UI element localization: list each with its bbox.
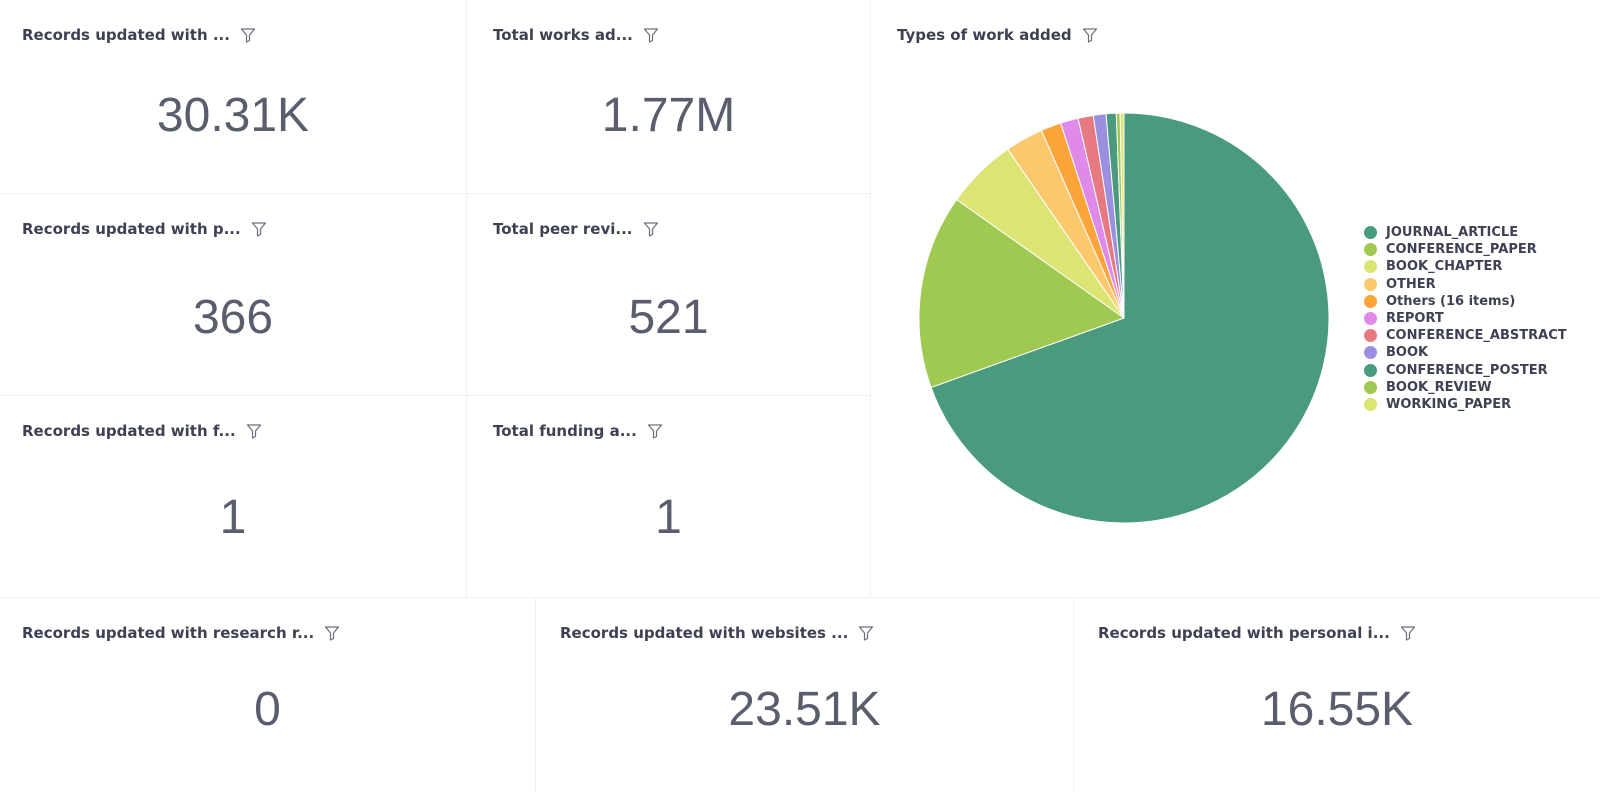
filter-icon[interactable] <box>246 423 262 439</box>
filter-icon[interactable] <box>643 221 659 237</box>
kpi-card-total-peer-reviews: Total peer revi... 521 <box>467 194 870 395</box>
legend-label: JOURNAL_ARTICLE <box>1386 225 1519 241</box>
legend-swatch <box>1364 277 1377 291</box>
legend-swatch <box>1364 363 1377 377</box>
legend-swatch <box>1364 226 1377 240</box>
kpi-card-records-updated-3: Records updated with f... 1 <box>0 396 466 597</box>
filter-icon[interactable] <box>643 27 659 43</box>
kpi-value: 0 <box>254 683 281 736</box>
filter-icon[interactable] <box>240 27 256 43</box>
legend-swatch <box>1364 397 1377 411</box>
kpi-value: 366 <box>192 291 274 344</box>
card-title-text: Total peer revi... <box>493 220 633 238</box>
card-title-text: Records updated with p... <box>22 220 241 238</box>
legend-label: CONFERENCE_PAPER <box>1386 242 1537 258</box>
legend-item[interactable]: WORKING_PAPER <box>1364 396 1567 413</box>
kpi-value: 30.31K <box>156 89 310 142</box>
kpi-card-total-works: Total works ad... 1.77M <box>467 0 870 193</box>
card-title: Records updated with ... <box>22 26 256 44</box>
legend-item[interactable]: BOOK_CHAPTER <box>1364 258 1567 275</box>
kpi-card-personal-info: Records updated with personal i... 16.55… <box>1074 598 1600 792</box>
chart-title: Types of work added <box>897 26 1072 44</box>
card-title: Total funding a... <box>493 422 663 440</box>
kpi-card-records-updated-1: Records updated with ... 30.31K <box>0 0 466 193</box>
kpi-value: 23.51K <box>728 683 881 736</box>
legend-label: CONFERENCE_POSTER <box>1386 362 1548 378</box>
legend-swatch <box>1364 260 1377 274</box>
legend-item[interactable]: OTHER <box>1364 276 1567 293</box>
legend-swatch <box>1364 312 1377 326</box>
legend-label: OTHER <box>1386 276 1436 292</box>
card-title: Types of work added <box>897 26 1098 44</box>
legend-item[interactable]: CONFERENCE_ABSTRACT <box>1364 327 1567 344</box>
legend-item[interactable]: JOURNAL_ARTICLE <box>1364 224 1567 241</box>
filter-icon[interactable] <box>251 221 267 237</box>
legend-swatch <box>1364 329 1377 343</box>
legend-label: BOOK_REVIEW <box>1386 379 1492 395</box>
kpi-value: 16.55K <box>1260 683 1414 736</box>
card-title: Records updated with websites ... <box>560 624 874 642</box>
legend-label: CONFERENCE_ABSTRACT <box>1386 328 1567 344</box>
pie-slice-conference-paper[interactable] <box>918 198 1126 389</box>
legend-label: BOOK_CHAPTER <box>1386 259 1503 275</box>
card-title-text: Records updated with ... <box>22 26 230 44</box>
legend-item[interactable]: BOOK_REVIEW <box>1364 379 1567 396</box>
card-title-text: Total works ad... <box>493 26 633 44</box>
card-title: Records updated with f... <box>22 422 262 440</box>
chart-legend: JOURNAL_ARTICLE CONFERENCE_PAPER BOOK_CHAP… <box>1364 224 1567 413</box>
card-title: Total peer revi... <box>493 220 659 238</box>
legend-label: REPORT <box>1386 311 1444 327</box>
legend-swatch <box>1364 243 1377 257</box>
legend-label: Others (16 items) <box>1386 293 1516 309</box>
filter-icon[interactable] <box>858 625 874 641</box>
card-title: Records updated with personal i... <box>1098 624 1416 642</box>
legend-item[interactable]: REPORT <box>1364 310 1567 327</box>
legend-item[interactable]: CONFERENCE_PAPER <box>1364 241 1567 258</box>
kpi-value: 521 <box>628 291 709 344</box>
kpi-value: 1.77M <box>601 89 736 142</box>
card-title-text: Records updated with personal i... <box>1098 624 1390 642</box>
card-title-text: Records updated with research r... <box>22 624 315 642</box>
card-title: Records updated with p... <box>22 220 267 238</box>
legend-swatch <box>1364 380 1377 394</box>
legend-label: BOOK <box>1386 345 1429 361</box>
card-title: Records updated with research r... <box>22 624 340 642</box>
filter-icon[interactable] <box>1400 625 1416 641</box>
legend-label: WORKING_PAPER <box>1386 396 1512 412</box>
kpi-card-total-funding: Total funding a... 1 <box>467 396 870 597</box>
legend-swatch <box>1364 294 1377 308</box>
filter-icon[interactable] <box>324 625 340 641</box>
filter-icon[interactable] <box>647 423 663 439</box>
card-title-text: Total funding a... <box>493 422 637 440</box>
legend-item[interactable]: Others (16 items) <box>1364 293 1567 310</box>
kpi-value: 1 <box>655 491 682 544</box>
kpi-card-records-updated-2: Records updated with p... 366 <box>0 194 466 395</box>
filter-icon[interactable] <box>1082 27 1098 43</box>
kpi-card-research-resources: Records updated with research r... 0 <box>0 598 535 792</box>
pie-slice-working-paper[interactable] <box>1119 112 1125 319</box>
kpi-card-websites: Records updated with websites ... 23.51K <box>536 598 1073 792</box>
pie-slice-journal-article[interactable] <box>930 112 1330 524</box>
card-title: Total works ad... <box>493 26 659 44</box>
legend-swatch <box>1364 346 1377 360</box>
legend-item[interactable]: BOOK <box>1364 344 1567 361</box>
card-title-text: Records updated with f... <box>22 422 236 440</box>
kpi-value: 1 <box>219 491 247 544</box>
card-title-text: Records updated with websites ... <box>560 624 849 642</box>
legend-item[interactable]: CONFERENCE_POSTER <box>1364 362 1567 379</box>
